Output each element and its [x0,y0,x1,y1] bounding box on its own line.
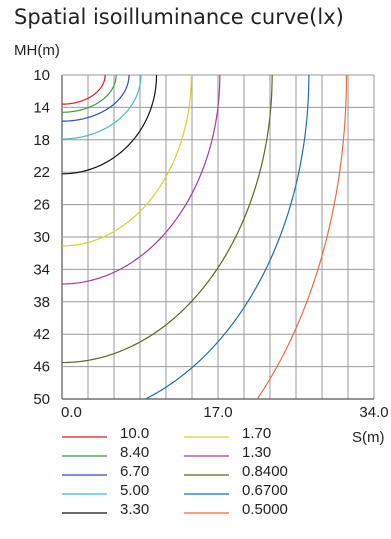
y-tick-label: 14 [33,99,50,116]
legend-label: 8.40 [120,444,149,461]
curve-0.5000 [256,75,348,399]
curve-10.0 [62,75,106,105]
legend-label: 0.5000 [242,501,288,518]
curve-5.00 [62,75,142,140]
y-tick-label: 30 [33,229,50,246]
legend-label: 1.70 [242,425,271,442]
legend-label: 1.30 [242,444,271,461]
legend-label: 3.30 [120,501,149,518]
curve-1.70 [62,75,192,247]
legend-label: 0.8400 [242,463,288,480]
x-tick-label: 34.0 [359,404,388,421]
y-axis-label: MH(m) [14,42,60,59]
legend-label: 6.70 [120,463,149,480]
y-tick-label: 34 [33,261,50,278]
y-tick-label: 18 [33,132,50,149]
curve-6.70 [62,75,130,122]
curves [62,75,348,399]
legend: 10.0 8.40 6.70 5.00 3.30 1.70 1.30 0.8400 0.6700… [62,425,288,518]
y-tick-label: 42 [33,326,50,343]
curve-3.30 [62,75,158,175]
legend-label: 0.6700 [242,482,288,499]
legend-label: 5.00 [120,482,149,499]
curve-0.6700 [144,75,310,399]
y-tick-label: 38 [33,294,50,311]
curve-8.40 [62,75,117,113]
y-ticks: 10 14 18 22 26 30 34 38 42 46 50 [33,67,50,408]
curve-1.30 [62,75,221,285]
chart-title: Spatial isoilluminance curve(lx) [14,5,344,29]
x-tick-label: 0.0 [61,404,82,421]
y-tick-label: 50 [33,391,50,408]
grid [61,74,375,400]
y-tick-label: 26 [33,197,50,214]
y-tick-label: 10 [33,67,50,84]
x-ticks: 0.0 17.0 34.0 [61,404,389,421]
x-tick-label: 17.0 [203,404,232,421]
x-axis-label: S(m) [352,429,385,446]
y-tick-label: 22 [33,164,50,181]
curve-0.8400 [62,75,273,364]
legend-label: 10.0 [120,425,149,442]
y-tick-label: 46 [33,359,50,376]
